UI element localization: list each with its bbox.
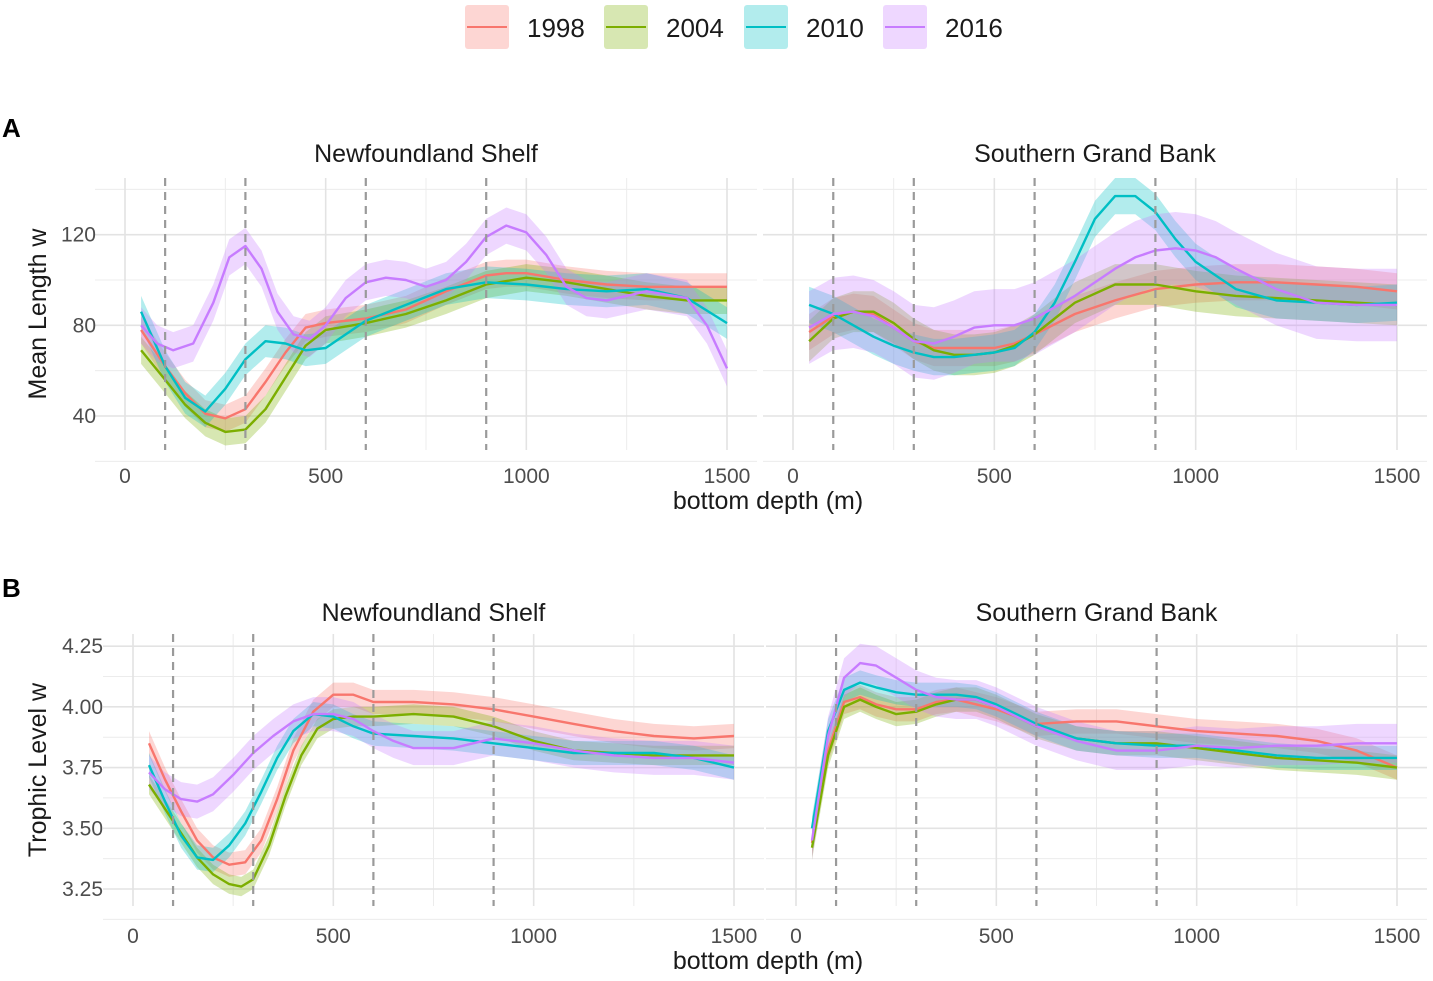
y-axis-label: Mean Length w <box>24 228 52 400</box>
series-lines <box>808 194 1398 359</box>
legend-label-2010: 2010 <box>806 13 864 43</box>
ribbon-2016 <box>149 697 734 819</box>
series-lines <box>140 224 729 434</box>
ribbons <box>141 207 728 446</box>
x-tick-label: 500 <box>316 925 351 948</box>
gridlines <box>103 634 764 920</box>
series-line-2010 <box>808 194 1398 359</box>
y-tick-label: 40 <box>73 405 96 428</box>
facet-title: Southern Grand Bank <box>974 140 1216 168</box>
x-tick-label: 1000 <box>510 925 557 948</box>
legend-item-2004: 2004 <box>604 5 724 49</box>
y-tick-label: 3.50 <box>62 817 103 840</box>
ribbon-2016 <box>809 212 1397 380</box>
series-line-2004 <box>140 276 727 434</box>
series-line-1998 <box>147 693 735 866</box>
x-axis-label: bottom depth (m) <box>673 947 863 975</box>
x-tick-label: 0 <box>127 925 139 948</box>
series-line-2016 <box>810 661 1397 841</box>
reference-lines <box>834 634 1158 906</box>
panel-tag: A <box>2 113 21 143</box>
x-tick-label: 500 <box>977 465 1012 488</box>
series-lines <box>147 693 735 888</box>
facet-southern-grand-bank: Southern Grand Bank 0 500 1000 1500 <box>766 599 1427 948</box>
y-tick-label: 4.25 <box>62 635 103 658</box>
series-line-2010 <box>140 281 728 413</box>
reference-lines <box>171 634 495 906</box>
ribbon-2010 <box>149 702 734 872</box>
legend-item-1998: 1998 <box>465 5 585 49</box>
facet-newfoundland-shelf: Newfoundland Shelf 0 500 1000 1500 40 80 120 <box>61 140 757 488</box>
ribbon-2010 <box>809 178 1397 376</box>
ribbon-1998 <box>149 682 734 877</box>
panel-tag: B <box>2 573 21 603</box>
y-tick-label: 80 <box>73 314 96 337</box>
x-tick-label: 1500 <box>1374 465 1421 488</box>
gridlines <box>763 178 1427 462</box>
facet-newfoundland-shelf: Newfoundland Shelf 0 500 1000 1500 3.25 3.50 3.… <box>62 599 764 948</box>
ribbon-1998 <box>809 264 1397 367</box>
ribbon-2016 <box>812 643 1397 860</box>
x-axis-label: bottom depth (m) <box>673 487 863 515</box>
y-tick-label: 120 <box>61 224 96 247</box>
legend-item-2016: 2016 <box>883 5 1003 49</box>
x-tick-label: 0 <box>119 465 131 488</box>
y-tick-label: 4.00 <box>62 696 103 719</box>
x-tick-label: 1000 <box>503 465 550 488</box>
gridlines <box>95 178 757 462</box>
x-tick-label: 500 <box>308 465 343 488</box>
series-lines <box>810 661 1398 848</box>
facet-title: Newfoundland Shelf <box>314 140 538 168</box>
series-line-2010 <box>810 681 1397 829</box>
x-tick-label: 0 <box>790 925 802 948</box>
reference-lines <box>832 178 1157 450</box>
legend-label-1998: 1998 <box>527 13 585 43</box>
facet-title: Southern Grand Bank <box>976 599 1218 627</box>
x-tick-label: 1000 <box>1173 925 1220 948</box>
x-tick-label: 1500 <box>1374 925 1421 948</box>
x-tick-label: 1500 <box>704 465 751 488</box>
x-tick-label: 500 <box>979 925 1014 948</box>
ribbon-2004 <box>141 264 728 446</box>
series-line-2016 <box>140 224 729 369</box>
legend-label-2004: 2004 <box>666 13 724 43</box>
y-tick-label: 3.75 <box>62 757 103 780</box>
x-tick-label: 0 <box>787 465 799 488</box>
y-tick-label: 3.25 <box>62 878 103 901</box>
y-axis-label: Trophic Level w <box>24 682 52 857</box>
x-tick-label: 1000 <box>1172 465 1219 488</box>
reference-lines <box>164 178 488 450</box>
legend-label-2016: 2016 <box>945 13 1003 43</box>
ribbon-1998 <box>812 685 1397 855</box>
legend-item-2010: 2010 <box>744 5 864 49</box>
x-tick-label: 1500 <box>711 925 758 948</box>
series-line-2016 <box>808 247 1397 345</box>
facet-title: Newfoundland Shelf <box>322 599 546 627</box>
series-line-2016 <box>148 712 735 803</box>
legend: 1998 2004 2010 2016 <box>465 5 1003 49</box>
facet-southern-grand-bank: Southern Grand Bank 0 500 1000 1500 <box>763 140 1427 488</box>
gridlines <box>766 634 1427 920</box>
